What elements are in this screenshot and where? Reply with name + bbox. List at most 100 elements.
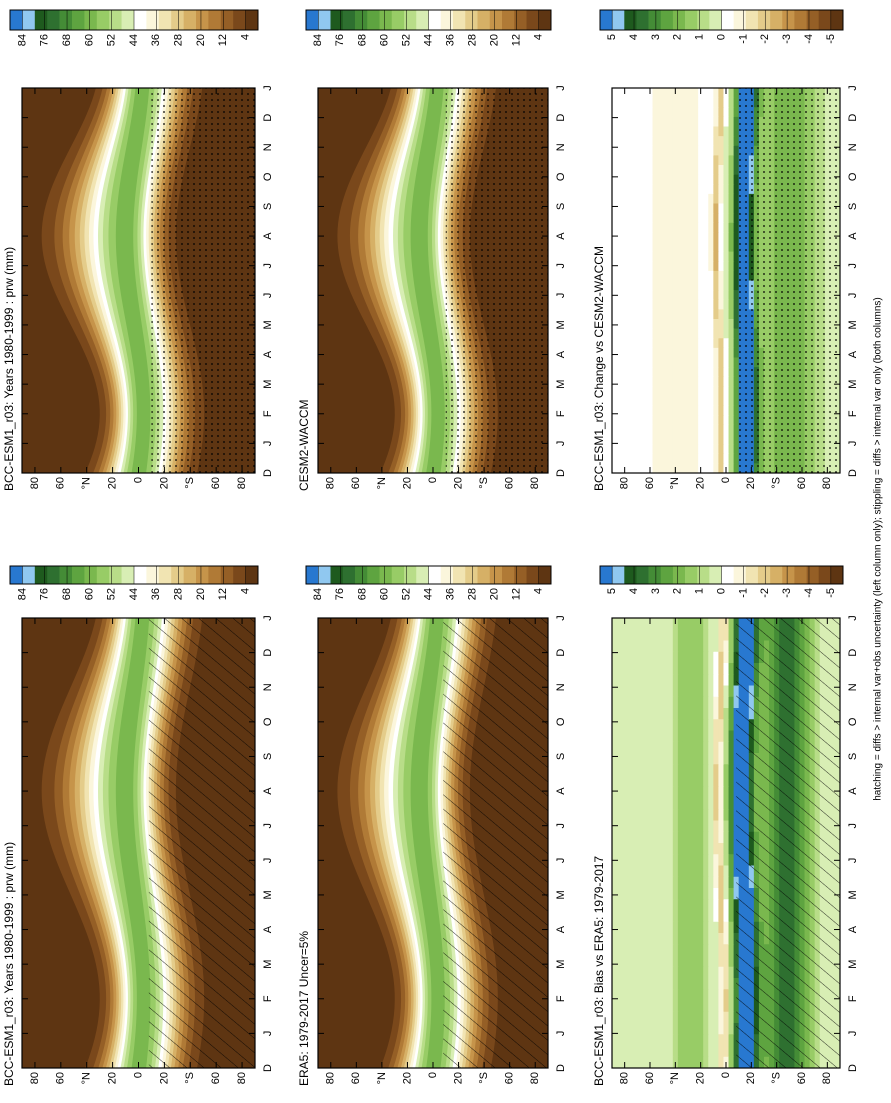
field-cell <box>642 1056 649 1068</box>
field-cell <box>667 954 674 967</box>
field-cell <box>682 376 689 387</box>
field-cell <box>698 424 704 435</box>
colorbar-label: 36 <box>444 588 456 600</box>
field-cell <box>703 954 709 967</box>
field-cell <box>688 251 694 262</box>
field-cell <box>728 1056 735 1068</box>
field-cell <box>627 174 633 185</box>
field-cell <box>617 741 623 753</box>
field-cell <box>682 270 689 281</box>
field-cell <box>682 786 689 798</box>
field-cell <box>682 385 689 396</box>
field-cell <box>703 684 709 697</box>
field-cell <box>657 921 664 933</box>
field-cell <box>642 356 649 368</box>
field-cell <box>622 337 628 348</box>
colorbar-swatch <box>22 566 36 584</box>
field-cell <box>682 752 689 765</box>
field-cell <box>657 260 664 271</box>
field-cell <box>622 898 628 911</box>
field-cell <box>693 405 699 416</box>
field-cell <box>693 1011 699 1023</box>
field-cell <box>708 222 714 233</box>
field-cell <box>672 231 679 242</box>
field-cell <box>677 222 684 233</box>
field-cell <box>642 999 649 1012</box>
field-cell <box>682 462 689 473</box>
colorbar-swatch <box>330 10 344 30</box>
field-cell <box>728 299 735 310</box>
field-cell <box>642 88 649 98</box>
field-cell <box>622 174 628 185</box>
field-cell <box>662 808 669 821</box>
field-cell <box>672 763 679 776</box>
field-cell <box>667 376 674 387</box>
field-cell <box>612 270 618 281</box>
x-tick-label: M <box>847 890 859 899</box>
field-cell <box>662 433 669 445</box>
field-cell <box>713 385 719 396</box>
field-cell <box>612 876 618 888</box>
field-cell <box>667 183 674 194</box>
field-cell <box>667 1056 674 1068</box>
field-cell <box>627 125 633 137</box>
field-cell <box>703 241 709 252</box>
field-cell <box>698 376 704 387</box>
field-cell <box>662 260 669 271</box>
field-cell <box>612 385 618 396</box>
field-cell <box>677 414 684 425</box>
field-cell <box>723 684 730 697</box>
field-cell <box>682 628 689 641</box>
field-cell <box>617 718 623 731</box>
field-cell <box>698 684 704 697</box>
y-tick-label: 60 <box>796 477 808 489</box>
field-cell <box>642 174 649 185</box>
field-cell <box>632 337 638 348</box>
field-cell <box>698 299 704 310</box>
field-cell <box>662 977 669 990</box>
field-cell <box>728 241 735 252</box>
field-cell <box>693 999 699 1012</box>
colorbar-swatch <box>770 10 783 30</box>
field-cell <box>733 462 740 473</box>
x-tick-label: F <box>847 410 859 417</box>
field-cell <box>698 999 704 1012</box>
colorbar-label: 12 <box>217 588 229 600</box>
field-cell <box>728 405 735 416</box>
field-cell <box>672 145 679 156</box>
field-cell <box>612 328 618 339</box>
field-cell <box>662 684 669 697</box>
field-cell <box>617 260 623 271</box>
field-cell <box>622 366 628 377</box>
field-cell <box>693 718 699 731</box>
field-cell <box>647 241 654 252</box>
field-cell <box>718 135 725 146</box>
field-cell <box>677 774 684 787</box>
field-cell <box>617 405 623 416</box>
field-cell <box>637 909 643 922</box>
field-cell <box>627 707 633 720</box>
y-tick-label: 20 <box>695 477 707 489</box>
field-cell <box>657 729 664 742</box>
field-cell <box>627 898 633 911</box>
field-cell <box>642 289 649 300</box>
field-cell <box>718 774 725 787</box>
x-tick-label: N <box>262 143 274 151</box>
field-cell <box>642 921 649 933</box>
field-cell <box>693 135 699 146</box>
field-cell <box>688 707 694 720</box>
field-cell <box>713 145 719 156</box>
field-cell <box>688 831 694 843</box>
field-cell <box>617 337 623 348</box>
field-cell <box>677 808 684 821</box>
field-cell <box>637 260 643 271</box>
field-cell <box>688 774 694 787</box>
field-cell <box>728 977 735 990</box>
field-cell <box>682 97 689 108</box>
field-cell <box>672 356 679 368</box>
field-cell <box>713 414 719 425</box>
field-cell <box>698 763 704 776</box>
field-cell <box>667 618 674 630</box>
x-tick-label: A <box>555 925 567 933</box>
field-cell <box>667 337 674 348</box>
